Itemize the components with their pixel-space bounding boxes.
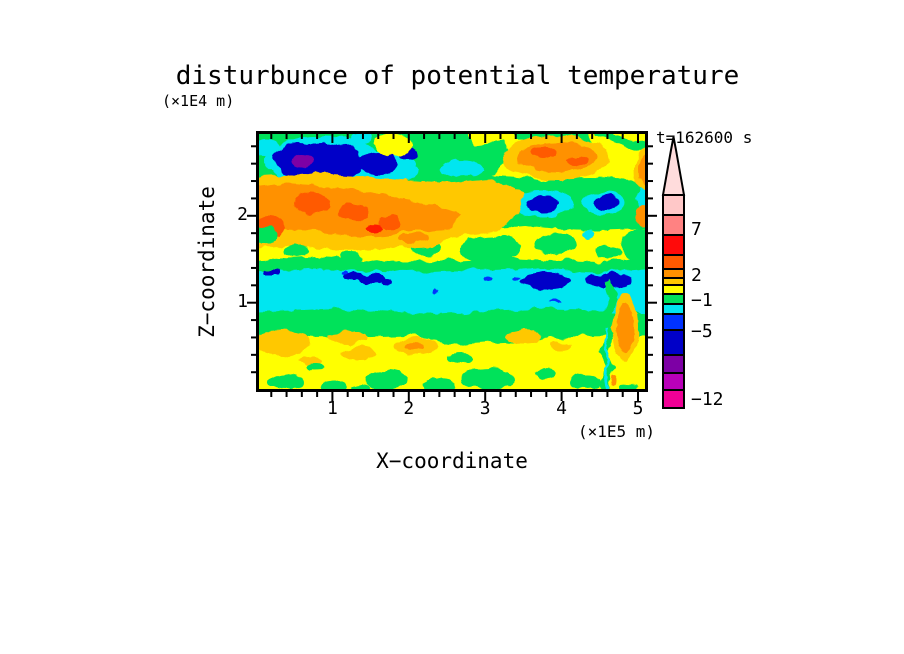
x-tick-label: 4: [556, 398, 568, 419]
contour-field: [256, 131, 648, 392]
contour-plot: [247, 131, 657, 401]
colorbar-label: −1: [691, 290, 713, 311]
colorbar-cell: [662, 313, 685, 331]
colorbar-cell: [662, 293, 685, 305]
x-tick-label: 2: [403, 398, 415, 419]
timestamp-label: t=162600 s: [656, 128, 753, 147]
colorbar: [661, 136, 686, 409]
colorbar-cell: [662, 303, 685, 315]
colorbar-cell: [662, 389, 685, 409]
colorbar-cell: [662, 329, 685, 356]
colorbar-cell: [662, 268, 685, 279]
colorbar-cell: [662, 354, 685, 374]
colorbar-cell: [662, 277, 685, 286]
x-tick-label: 5: [632, 398, 644, 419]
colorbar-label: 7: [691, 219, 702, 240]
colorbar-cell: [662, 194, 685, 216]
colorbar-label: −5: [691, 321, 713, 342]
colorbar-cells: [662, 194, 685, 409]
colorbar-cell: [662, 284, 685, 295]
plot-border: [256, 131, 648, 392]
y-tick-label: 1: [237, 290, 248, 312]
x-axis-units: (×1E5 m): [577, 422, 655, 441]
colorbar-cell: [662, 372, 685, 391]
colorbar-label: −12: [691, 389, 724, 410]
colorbar-cell: [662, 234, 685, 256]
axis-ticks: [247, 134, 657, 401]
colorbar-label: 2: [691, 265, 702, 286]
z-axis-label: Z−coordinate: [195, 186, 219, 338]
x-tick-label: 3: [479, 398, 491, 419]
colorbar-cell: [662, 254, 685, 270]
x-axis-label: X−coordinate: [376, 449, 528, 473]
z-axis-units: (×1E4 m): [162, 92, 235, 110]
y-tick-label: 2: [237, 203, 248, 225]
page-title: disturbunce of potential temperature: [175, 61, 740, 91]
x-tick-label: 1: [326, 398, 338, 419]
colorbar-cell: [662, 214, 685, 236]
colorbar-arrow: [661, 136, 686, 196]
